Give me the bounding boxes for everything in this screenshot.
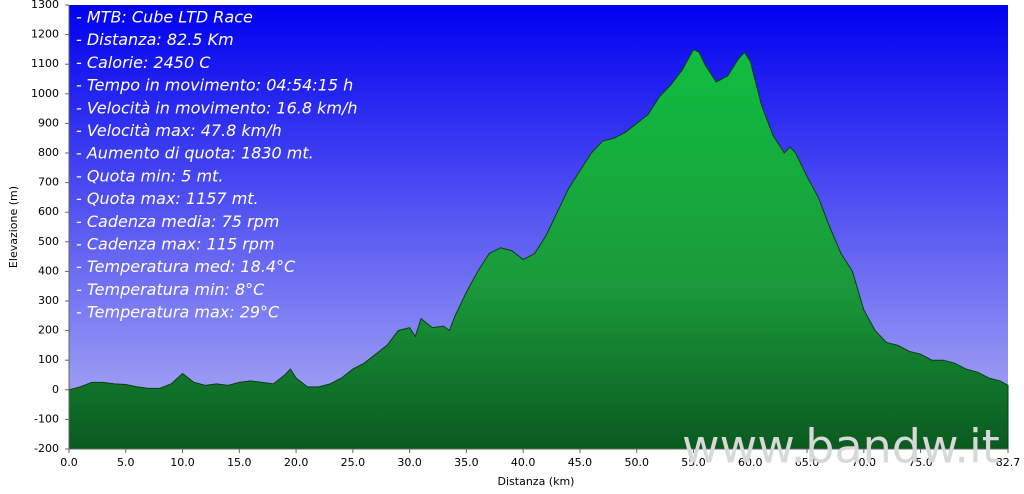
y-tick-label: 100 — [38, 353, 59, 366]
stat-line: - Temperatura min: 8°C — [76, 280, 265, 299]
x-tick-label: 70.0 — [852, 456, 877, 469]
stat-line: - Temperatura max: 29°C — [76, 303, 280, 322]
stat-line: - Quota max: 1157 mt. — [76, 189, 259, 208]
x-axis-label: Distanza (km) — [498, 475, 575, 488]
x-tick-label: 15.0 — [227, 456, 252, 469]
watermark: www.bandw.it — [682, 420, 1000, 474]
y-tick-label: 800 — [38, 146, 59, 159]
y-tick-label: 400 — [38, 264, 59, 277]
y-tick-label: 300 — [38, 294, 59, 307]
y-tick-label: 1000 — [31, 87, 59, 100]
y-axis-label: Elevazione (m) — [7, 186, 20, 268]
x-tick-label: 5.0 — [117, 456, 135, 469]
y-tick-label: 500 — [38, 235, 59, 248]
x-tick-label: 65.0 — [795, 456, 820, 469]
stat-line: - Velocità in movimento: 16.8 km/h — [76, 98, 358, 117]
x-tick-label: 35.0 — [454, 456, 479, 469]
stat-line: - Quota min: 5 mt. — [76, 166, 223, 185]
stat-line: - MTB: Cube LTD Race — [76, 8, 253, 27]
stat-line: - Temperatura med: 18.4°C — [76, 257, 296, 276]
x-tick-label: 0.0 — [60, 456, 78, 469]
stat-line: - Distanza: 82.5 Km — [76, 30, 234, 49]
stat-line: - Tempo in movimento: 04:54:15 h — [76, 76, 353, 95]
y-tick-label: -100 — [34, 412, 59, 425]
stat-line: - Calorie: 2450 C — [76, 53, 211, 72]
x-tick-label: 25.0 — [341, 456, 366, 469]
stat-line: - Velocità max: 47.8 km/h — [76, 121, 282, 140]
x-tick-label: 30.0 — [397, 456, 422, 469]
y-tick-label: 0 — [52, 383, 59, 396]
x-tick-label: 75.0 — [908, 456, 933, 469]
stat-line: - Cadenza max: 115 rpm — [76, 235, 275, 254]
y-tick-label: 1300 — [31, 0, 59, 11]
y-tick-label: -200 — [34, 442, 59, 455]
x-tick-label: 60.0 — [738, 456, 763, 469]
x-tick-label: 82.7 — [996, 456, 1021, 469]
x-tick-label: 50.0 — [624, 456, 649, 469]
y-tick-label: 200 — [38, 324, 59, 337]
y-tick-label: 700 — [38, 176, 59, 189]
stat-line: - Cadenza media: 75 rpm — [76, 212, 279, 231]
y-tick-label: 900 — [38, 116, 59, 129]
stat-line: - Aumento di quota: 1830 mt. — [76, 144, 314, 163]
elevation-area — [68, 48, 1009, 450]
y-tick-label: 1100 — [31, 57, 59, 70]
y-tick-label: 600 — [38, 205, 59, 218]
x-tick-label: 40.0 — [511, 456, 536, 469]
x-tick-label: 55.0 — [681, 456, 706, 469]
x-tick-label: 10.0 — [170, 456, 195, 469]
x-tick-label: 20.0 — [284, 456, 309, 469]
x-tick-label: 45.0 — [568, 456, 593, 469]
y-tick-label: 1200 — [31, 28, 59, 41]
